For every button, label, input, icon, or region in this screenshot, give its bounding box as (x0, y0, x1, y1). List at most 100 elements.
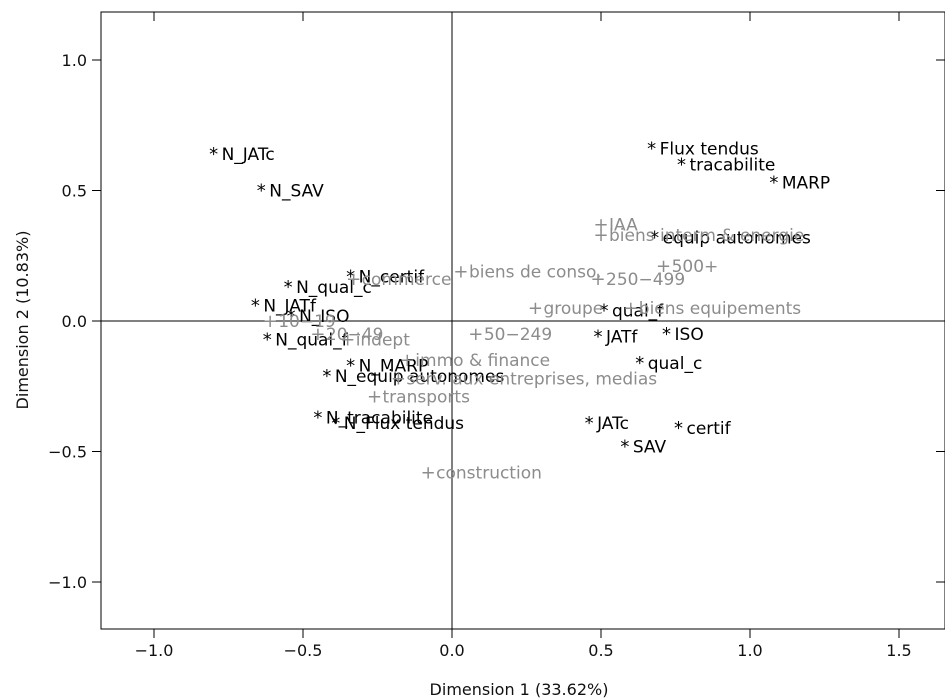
point-label: N_SAV (269, 182, 324, 202)
point-marker: * (674, 418, 683, 439)
point-marker: + (656, 256, 671, 277)
point-label: construction (436, 463, 542, 483)
data-point: +50−249 (468, 324, 552, 345)
data-point: + indept (340, 329, 410, 350)
point-label: MARP (782, 174, 830, 194)
point-marker: + (263, 311, 278, 332)
data-point: +500+ (656, 256, 718, 277)
point-marker: + (593, 214, 608, 235)
data-point: * N_certif (346, 267, 425, 288)
point-marker: * (594, 327, 603, 348)
point-label: Flux tendus (660, 140, 759, 160)
point-label: biens interm & energie (609, 226, 804, 246)
point-label: JATf (605, 328, 638, 348)
x-axis-ticks: −1.0 −0.5 0.0 0.5 1.0 1.5 (135, 12, 912, 660)
data-point: + immo & finance (400, 350, 550, 371)
data-point: + serv. aux entreprises, medias (391, 368, 657, 389)
data-point: * N_equip autonomes (322, 366, 504, 387)
point-marker: + (346, 269, 361, 290)
point-marker: + (468, 324, 483, 345)
point-marker: * (263, 329, 272, 350)
reference-lines (101, 12, 945, 629)
data-point: * JATf (594, 327, 639, 348)
data-point: * qual_c (635, 353, 702, 374)
point-marker: * (287, 306, 296, 327)
point-label: certif (686, 419, 731, 439)
point-marker: + (453, 261, 468, 282)
data-point: * qual_f (599, 301, 664, 322)
data-point: * N_tracabilite (313, 408, 433, 429)
data-point: * SAV (620, 436, 666, 457)
data-point: + commerce (346, 269, 451, 290)
point-marker: + (367, 387, 382, 408)
y-axis-ticks: −1.0 −0.5 0.0 0.5 1.0 (48, 51, 945, 592)
point-marker: + (310, 324, 325, 345)
point-label: JATc (596, 414, 629, 434)
point-marker: * (251, 295, 260, 316)
point-label: immo & finance (415, 351, 550, 371)
data-point: * N_JATf (251, 295, 317, 316)
point-marker: * (599, 301, 608, 322)
point-marker: * (346, 355, 355, 376)
point-label: N_JATf (263, 296, 317, 316)
point-label: N_equip autonomes (335, 367, 505, 387)
point-label: ISO (675, 325, 704, 345)
point-marker: * (209, 144, 218, 165)
data-point: + transports (367, 387, 470, 408)
y-tick-label: 0.0 (62, 312, 87, 331)
data-point: * N_qual_f (263, 329, 349, 350)
point-label: N_ISO (299, 307, 349, 327)
point-marker: * (662, 324, 671, 345)
point-label: SAV (633, 437, 667, 457)
point-marker: * (313, 408, 322, 429)
data-point: * N_ISO (287, 306, 350, 327)
point-marker: * (257, 181, 266, 202)
data-point: + biens interm & energie (593, 225, 804, 246)
point-label: N_certif (359, 268, 425, 288)
point-label: tracabilite (689, 155, 775, 175)
point-marker: * (769, 173, 778, 194)
point-label: N_qual_f (275, 330, 348, 350)
point-marker: + (593, 225, 608, 246)
point-label: 20−49 (326, 325, 384, 345)
data-point: * N_MARP (346, 355, 428, 376)
point-label: N_tracabilite (326, 409, 433, 429)
data-point: * ISO (662, 324, 704, 345)
data-point: * certif (674, 418, 732, 439)
data-point: * N_SAV (257, 181, 324, 202)
point-marker: + (391, 368, 406, 389)
point-label: transports (383, 388, 471, 408)
point-marker: + (528, 298, 543, 319)
x-axis-label: Dimension 1 (33.62%) (430, 680, 609, 699)
data-point: +250−499 (590, 269, 685, 290)
data-point: + construction (421, 462, 542, 483)
point-marker: * (647, 139, 656, 160)
data-point: * Flux tendus (647, 139, 759, 160)
data-point: * JATc (585, 413, 629, 434)
point-label: N_Flux tendus (344, 414, 464, 434)
point-marker: + (421, 462, 436, 483)
point-marker: * (346, 267, 355, 288)
point-marker: * (677, 154, 686, 175)
y-tick-label: 0.5 (62, 182, 87, 201)
data-point: + biens equipements (623, 298, 801, 319)
point-label: groupe (543, 299, 603, 319)
point-label: commerce (362, 270, 452, 290)
y-axis-label: Dimension 2 (10.83%) (13, 231, 32, 410)
y-tick-label: −0.5 (48, 443, 87, 462)
data-point: + groupe (528, 298, 603, 319)
point-label: N_qual_c (296, 278, 372, 298)
x-tick-label: −1.0 (135, 641, 174, 660)
data-point: * equip autonomes (650, 227, 811, 248)
x-tick-label: −0.5 (284, 641, 323, 660)
point-marker: + (590, 269, 605, 290)
point-label: qual_c (648, 354, 703, 374)
point-label: biens de conso. (469, 262, 602, 282)
data-point: +10−19 (263, 311, 336, 332)
point-label: indept (356, 330, 411, 350)
x-tick-label: 0.0 (439, 641, 464, 660)
data-point: + IAA (593, 214, 638, 235)
point-label: 500+ (672, 257, 719, 277)
data-point: * N_JATc (209, 144, 275, 165)
x-tick-label: 1.5 (886, 641, 911, 660)
